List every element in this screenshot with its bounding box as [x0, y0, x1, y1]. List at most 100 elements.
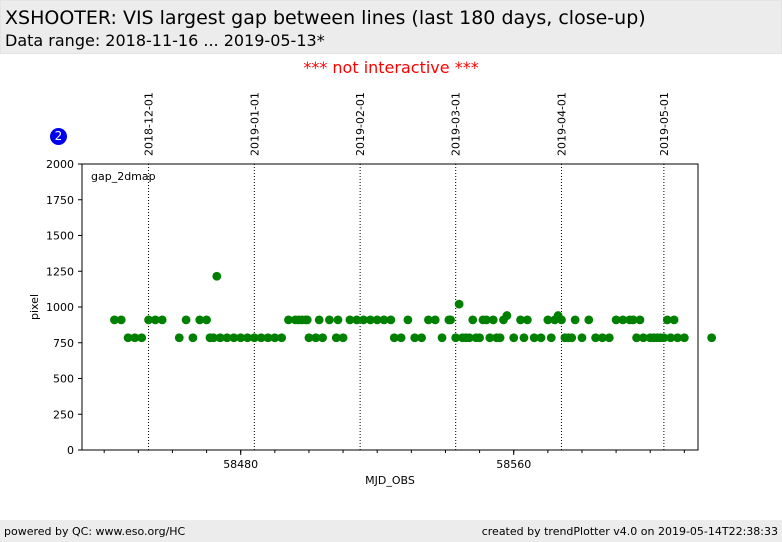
data-point: [410, 333, 420, 343]
data-range-subtitle: Data range: 2018-11-16 ... 2019-05-13*: [5, 31, 325, 50]
data-point: [396, 333, 406, 343]
data-point: [437, 333, 447, 343]
data-point: [243, 333, 252, 343]
data-point: [379, 315, 389, 325]
data-point: [365, 315, 375, 325]
data-point: [475, 333, 484, 343]
data-point: [372, 315, 382, 325]
data-point: [352, 315, 362, 325]
data-point: [584, 315, 594, 325]
plot-frame: [81, 163, 699, 451]
data-point: [215, 333, 225, 343]
y-tick-label: 1750: [46, 194, 74, 207]
data-point: [137, 333, 147, 343]
y-tick-label: 1500: [46, 230, 74, 243]
data-point: [188, 333, 198, 343]
x-tick-label: 58560: [496, 458, 531, 471]
footer-powered-by: powered by QC: www.eso.org/HC: [4, 525, 186, 538]
data-point: [482, 315, 491, 325]
data-point: [331, 333, 341, 343]
data-point: [570, 315, 580, 325]
data-point: [284, 315, 293, 325]
data-point: [707, 333, 717, 343]
plot-number-badge: 2: [50, 128, 67, 145]
data-point: [195, 315, 205, 325]
data-point: [304, 333, 314, 343]
data-point: [130, 333, 140, 343]
data-point: [662, 315, 672, 325]
not-interactive-notice: *** not interactive ***: [303, 58, 479, 77]
data-point: [236, 333, 246, 343]
data-point: [516, 315, 525, 325]
data-point: [338, 333, 348, 343]
data-point: [116, 315, 126, 325]
data-point: [598, 333, 607, 343]
data-point: [659, 333, 669, 343]
data-point: [110, 315, 119, 325]
data-point: [389, 333, 399, 343]
data-point: [157, 315, 167, 325]
data-point: [546, 333, 556, 343]
data-point: [325, 315, 334, 325]
data-point: [604, 333, 614, 343]
data-point: [263, 333, 273, 343]
y-tick-label: 500: [53, 373, 74, 386]
data-point: [202, 315, 211, 325]
data-point: [174, 333, 184, 343]
y-tick-label: 0: [67, 444, 74, 457]
x-tick-label: 58480: [223, 458, 258, 471]
date-marker-label: 2019-01-01: [248, 92, 261, 156]
data-point: [423, 315, 433, 325]
data-point: [181, 315, 191, 325]
data-point: [618, 315, 628, 325]
data-point: [468, 315, 478, 325]
data-point: [519, 333, 529, 343]
data-point: [638, 333, 648, 343]
data-point: [270, 333, 280, 343]
data-point: [666, 333, 676, 343]
y-tick-label: 250: [53, 408, 74, 421]
data-point: [464, 333, 474, 343]
date-marker-label: 2019-04-01: [555, 92, 568, 156]
data-point: [277, 333, 287, 343]
footer-created-by: created by trendPlotter v4.0 on 2019-05-…: [481, 525, 778, 538]
data-point: [256, 333, 266, 343]
y-tick-label: 2000: [46, 158, 74, 171]
date-marker-label: 2019-02-01: [354, 92, 367, 156]
page-title: XSHOOTER: VIS largest gap between lines …: [5, 7, 646, 29]
data-point: [144, 315, 153, 325]
data-point: [302, 315, 312, 325]
data-point: [311, 333, 321, 343]
data-point: [345, 315, 355, 325]
data-point: [543, 315, 553, 325]
y-tick-label: 1250: [46, 265, 74, 278]
data-point: [249, 333, 259, 343]
data-point: [488, 315, 498, 325]
data-point: [485, 333, 495, 343]
plot-annotation: gap_2dmap: [91, 170, 156, 183]
data-point: [222, 333, 232, 343]
data-point: [446, 315, 455, 325]
data-point: [502, 311, 512, 320]
data-point: [417, 333, 426, 343]
data-point: [611, 315, 621, 325]
data-point: [212, 271, 222, 281]
header-bar: XSHOOTER: VIS largest gap between lines …: [0, 0, 782, 54]
data-point: [229, 333, 239, 343]
x-axis-label: MJD_OBS: [365, 474, 415, 487]
date-marker-label: 2019-03-01: [450, 92, 463, 156]
data-point: [557, 315, 566, 325]
data-point: [509, 333, 519, 343]
data-point: [333, 315, 343, 325]
data-point: [577, 333, 587, 343]
footer-bar: powered by QC: www.eso.org/HC created by…: [0, 520, 782, 542]
data-point: [495, 333, 505, 343]
data-point: [318, 333, 327, 343]
data-point: [522, 315, 532, 325]
data-point: [403, 315, 413, 325]
data-point: [314, 315, 324, 325]
data-point: [150, 315, 160, 325]
y-tick-label: 1000: [46, 301, 74, 314]
date-marker-label: 2019-05-01: [658, 92, 671, 156]
